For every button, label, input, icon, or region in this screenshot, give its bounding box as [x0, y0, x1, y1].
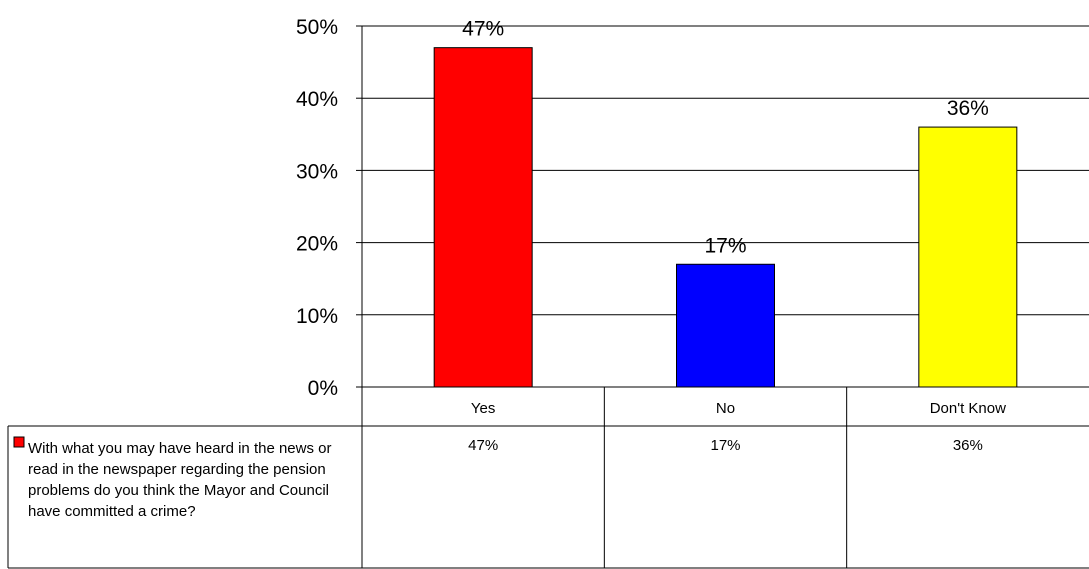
category-label: Yes [471, 400, 495, 417]
y-tick-label: 10% [296, 305, 338, 328]
y-tick-label: 20% [296, 233, 338, 256]
y-tick-label: 50% [296, 16, 338, 39]
axes [356, 25, 363, 388]
legend-series-label: With what you may have heard in the news… [28, 440, 332, 520]
bar-don-t-know [918, 126, 1018, 388]
y-tick-label: 30% [296, 160, 338, 183]
y-tick-label: 40% [296, 88, 338, 111]
legend-swatch [13, 436, 25, 448]
bars [433, 47, 1018, 388]
category-labels: Yes No Don't Know [471, 400, 1006, 417]
data-label: 17% [704, 234, 746, 257]
category-label: No [716, 400, 735, 417]
bar-no [676, 263, 775, 388]
y-tick-label: 0% [308, 377, 338, 400]
data-labels: 47% 17% 36% [462, 18, 989, 258]
y-tick-labels: 0% 10% 20% 30% 40% 50% [296, 16, 338, 400]
category-label: Don't Know [930, 400, 1006, 417]
table-value: 17% [710, 437, 740, 454]
table-value: 36% [953, 437, 983, 454]
data-label: 36% [947, 97, 989, 120]
table-value: 47% [468, 437, 498, 454]
data-table [7, 386, 1089, 569]
bar-yes [433, 47, 533, 388]
data-label: 47% [462, 18, 504, 41]
table-values: 47% 17% 36% [468, 437, 983, 454]
